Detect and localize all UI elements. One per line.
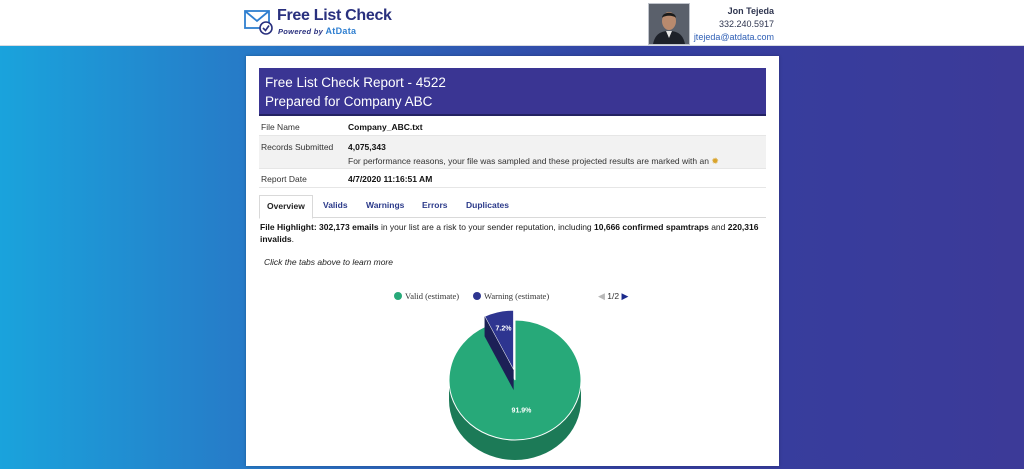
pie-chart: 91.9% 7.2% (448, 309, 582, 460)
info-value: Company_ABC.txt (348, 122, 423, 132)
pie-slice-face (484, 316, 514, 391)
envelope-check-icon (244, 10, 273, 35)
info-row-records: Records Submitted 4,075,343 For performa… (259, 136, 766, 169)
tab-duplicates[interactable]: Duplicates (466, 200, 509, 210)
legend-swatch (394, 292, 402, 300)
legend-label: Warning (estimate) (484, 291, 550, 301)
highlight-spamtraps: 10,666 confirmed spamtraps (594, 222, 709, 232)
info-note: For performance reasons, your file was s… (348, 156, 719, 167)
logo[interactable]: Free List Check Powered by AtData (244, 6, 392, 40)
file-highlight: File Highlight: 302,173 emails in your l… (260, 221, 765, 245)
legend-item-warning[interactable]: Warning (estimate) (473, 291, 549, 301)
pager-text: 1/2 (607, 291, 620, 301)
logo-title: Free List Check (277, 7, 392, 24)
top-bar: Free List Check Powered by AtData Jon Te… (0, 0, 1024, 46)
report-subtitle: Prepared for Company ABC (265, 94, 433, 109)
legend-label: Valid (estimate) (405, 291, 460, 301)
pie-slice (448, 319, 582, 441)
contact-name: Jon Tejeda (727, 6, 774, 16)
info-value: 4/7/2020 11:16:51 AM (348, 174, 433, 184)
tab-errors[interactable]: Errors (422, 200, 448, 210)
logo-tagline: Powered by AtData (278, 26, 356, 36)
tab-warnings[interactable]: Warnings (366, 200, 405, 210)
pie-data-label: 91.9% (512, 408, 533, 415)
info-row-report-date: Report Date 4/7/2020 11:16:51 AM (259, 169, 766, 188)
legend-pager: ◀ 1/2 ▶ (598, 291, 628, 302)
avatar (648, 3, 690, 45)
learn-more-hint: Click the tabs above to learn more (264, 257, 393, 267)
logo-powered-text: Powered by (278, 27, 324, 36)
report-tabs: Overview Valids Warnings Errors Duplicat… (259, 195, 766, 219)
info-row-file-name: File Name Company_ABC.txt (259, 118, 766, 136)
highlight-invalids: 220,316 invalids (260, 222, 759, 244)
triangle-left-icon[interactable]: ◀ (598, 291, 605, 301)
triangle-right-icon[interactable]: ▶ (621, 291, 629, 301)
report-header: Free List Check Report - 4522 Prepared f… (259, 68, 766, 116)
info-label: File Name (261, 122, 300, 132)
highlight-text: in your list are a risk to your sender r… (378, 222, 595, 232)
report-info-table: File Name Company_ABC.txt Records Submit… (259, 118, 766, 188)
contact-email[interactable]: jtejeda@atdata.com (693, 32, 774, 42)
legend-item-valid[interactable]: Valid (estimate) (394, 291, 459, 301)
tab-overview[interactable]: Overview (259, 195, 313, 219)
contact-info: Jon Tejeda 332.240.5917 jtejeda@atdata.c… (694, 5, 774, 44)
contact-phone[interactable]: 332.240.5917 (718, 19, 774, 29)
highlight-text: . (291, 234, 295, 244)
sampled-note-text: For performance reasons, your file was s… (348, 156, 709, 166)
pie-slice-side (449, 380, 581, 460)
report-title: Free List Check Report - 4522 (265, 75, 446, 90)
legend-swatch (473, 292, 481, 300)
sunburst-icon: ✹ (711, 156, 719, 166)
report-card: Free List Check Report - 4522 Prepared f… (246, 56, 779, 466)
highlight-lead: File Highlight: 302,173 emails (260, 222, 379, 232)
info-label: Records Submitted (261, 142, 334, 152)
tab-valids[interactable]: Valids (323, 200, 348, 210)
info-label: Report Date (261, 174, 307, 184)
highlight-text: and (708, 222, 728, 232)
logo-brand: AtData (325, 26, 357, 36)
pie-slice (483, 309, 515, 371)
info-value: 4,075,343 (348, 142, 386, 152)
pie-data-label: 7.2% (496, 325, 513, 332)
